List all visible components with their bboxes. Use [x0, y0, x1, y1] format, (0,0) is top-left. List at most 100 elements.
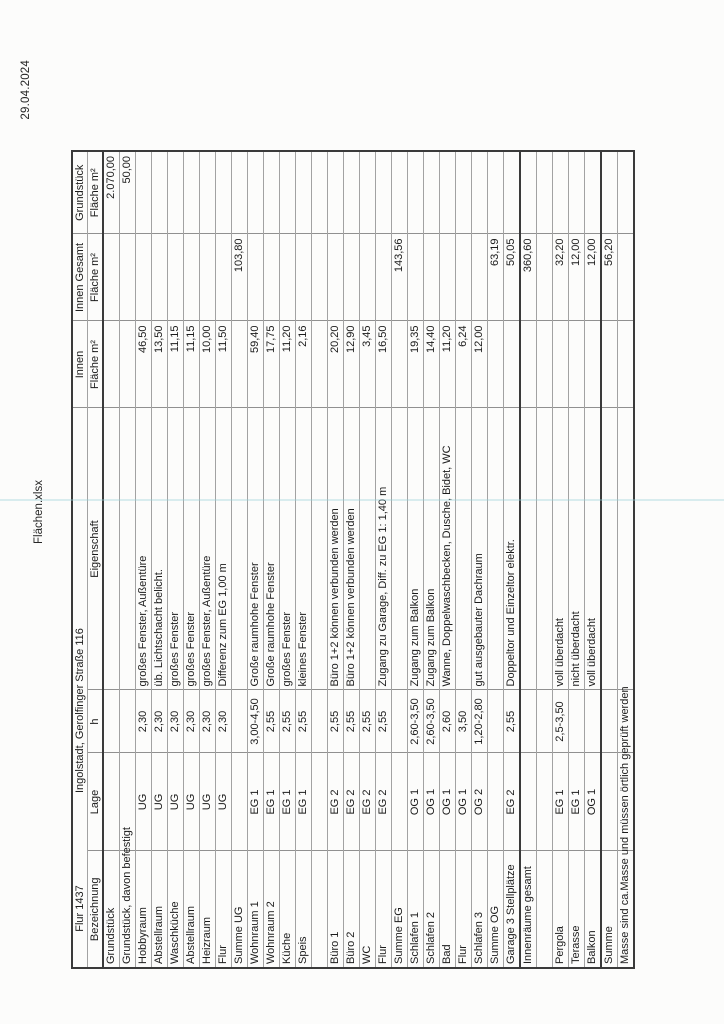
cell-h: 2,30 — [215, 690, 232, 753]
header-grundstueck: Grundstück — [72, 151, 88, 234]
cell-eigenschaft: Büro 1+2 können verbunden werden — [327, 408, 344, 690]
cell-eigenschaft: Große raumhohe Fenster — [247, 408, 264, 690]
cell-gesamt — [135, 234, 152, 321]
cell-gesamt: 12,00 — [584, 234, 601, 321]
cell-lage: EG 1 — [279, 753, 296, 851]
table-row — [536, 151, 553, 968]
cell-gesamt: 103,80 — [231, 234, 248, 321]
header-flaeche-grund: Fläche m² — [87, 151, 103, 234]
cell-lage: OG 1 — [584, 753, 601, 851]
cell-innen: 11,50 — [215, 321, 232, 408]
cell-eigenschaft: Zugang zum Balkon — [407, 408, 424, 690]
cell-lage — [391, 753, 408, 851]
cell-grund: 50,00 — [119, 151, 136, 234]
cell-lage — [520, 753, 537, 851]
cell-eigenschaft — [311, 408, 328, 690]
cell-lage: OG 1 — [439, 753, 456, 851]
table-row: Wohnraum 2 EG 1 2,55 Große raumhohe Fenster… — [263, 151, 280, 968]
cell-grund — [601, 151, 618, 234]
cell-eigenschaft: nicht überdacht — [568, 408, 585, 690]
cell-name — [311, 851, 328, 968]
cell-name: Abstellraum — [183, 851, 200, 968]
cell-eigenschaft: großes Fenster, Außentüre — [199, 408, 216, 690]
cell-eigenschaft: Doppeltor und Einzeltor elektr. — [503, 408, 520, 690]
cell-gesamt — [439, 234, 456, 321]
cell-innen — [584, 321, 601, 408]
cell-gesamt — [343, 234, 360, 321]
cell-eigenschaft: voll überdacht — [552, 408, 569, 690]
cell-eigenschaft: Wanne, Doppelwaschbecken, Dusche, Bidet,… — [439, 408, 456, 690]
table-row: Masse sind ca.Masse und müssen örtlich g… — [617, 151, 634, 968]
cell-gesamt — [407, 234, 424, 321]
cell-name: Heizraum — [199, 851, 216, 968]
cell-lage — [487, 753, 504, 851]
cell-eigenschaft: voll überdacht — [584, 408, 601, 690]
cell-innen — [487, 321, 504, 408]
cell-h: 2,55 — [263, 690, 280, 753]
table-header-row-2: Bezeichnung Lage h Eigenschaft Fläche m²… — [87, 151, 103, 968]
cell-grund — [295, 151, 312, 234]
header-address: Ingolstadt, Gerolfinger Straße 116 — [74, 628, 86, 793]
cell-name — [536, 851, 553, 968]
table-row: Pergola EG 1 2,5-3,50 voll überdacht 32,20 — [552, 151, 569, 968]
table-row: Abstellraum UG 2,30 großes Fenster 11,15 — [183, 151, 200, 968]
cell-h: 2,30 — [135, 690, 152, 753]
cell-h — [568, 690, 585, 753]
cell-lage: EG 2 — [503, 753, 520, 851]
cell-grund — [359, 151, 376, 234]
cell-eigenschaft: großes Fenster, Außentüre — [135, 408, 152, 690]
cell-innen: 11,20 — [439, 321, 456, 408]
cell-name: Hobbyraum — [135, 851, 152, 968]
table-row: Flur UG 2,30 Differenz zum EG 1,00 m 11,50 — [215, 151, 232, 968]
cell-h — [231, 690, 248, 753]
cell-gesamt — [279, 234, 296, 321]
cell-innen: 14,40 — [423, 321, 440, 408]
area-table: Flur 1437 Ingolstadt, Gerolfinger Straße… — [71, 150, 635, 969]
cell-h: 3,50 — [455, 690, 472, 753]
cell-gesamt: 56,20 — [601, 234, 618, 321]
cell-gesamt — [311, 234, 328, 321]
cell-grund — [279, 151, 296, 234]
cell-eigenschaft: Differenz zum EG 1,00 m — [215, 408, 232, 690]
cell-name: Summe UG — [231, 851, 248, 968]
cell-lage: UG — [135, 753, 152, 851]
cell-innen: 17,75 — [263, 321, 280, 408]
cell-name: WC — [359, 851, 376, 968]
header-bezeichnung: Bezeichnung — [87, 851, 103, 968]
cell-grund — [423, 151, 440, 234]
cell-innen: 20,20 — [327, 321, 344, 408]
table-row: Hobbyraum UG 2,30 großes Fenster, Außentüre… — [135, 151, 152, 968]
cell-grund — [183, 151, 200, 234]
cell-innen — [119, 321, 136, 408]
table-row: Büro 2 EG 2 2,55 Büro 1+2 können verbunden … — [343, 151, 360, 968]
cell-lage: EG 2 — [327, 753, 344, 851]
cell-name: Flur — [375, 851, 392, 968]
cell-grund — [375, 151, 392, 234]
cell-innen: 11,15 — [167, 321, 184, 408]
cell-h — [487, 690, 504, 753]
table-row: Waschküche UG 2,30 großes Fenster 11,15 — [167, 151, 184, 968]
cell-grund — [151, 151, 168, 234]
cell-h: 2,5-3,50 — [552, 690, 569, 753]
cell-grund — [343, 151, 360, 234]
cell-grund — [215, 151, 232, 234]
cell-lage: EG 2 — [375, 753, 392, 851]
cell-gesamt: 12,00 — [568, 234, 585, 321]
cell-lage — [601, 753, 618, 851]
cell-name: Waschküche — [167, 851, 184, 968]
cell-h: 2,55 — [375, 690, 392, 753]
cell-gesamt — [471, 234, 488, 321]
cell-name: Wohnraum 1 — [247, 851, 264, 968]
cell-eigenschaft: großes Fenster — [279, 408, 296, 690]
cell-eigenschaft: Büro 1+2 können verbunden werden — [343, 408, 360, 690]
cell-innen: 12,90 — [343, 321, 360, 408]
cell-name: Grundstück — [103, 851, 120, 968]
cell-name: Büro 2 — [343, 851, 360, 968]
cell-eigenschaft — [487, 408, 504, 690]
scan-artifact-line — [0, 499, 724, 501]
cell-grund — [135, 151, 152, 234]
cell-lage — [103, 753, 120, 851]
cell-eigenschaft — [520, 408, 537, 690]
cell-h: 2,55 — [359, 690, 376, 753]
cell-gesamt — [215, 234, 232, 321]
